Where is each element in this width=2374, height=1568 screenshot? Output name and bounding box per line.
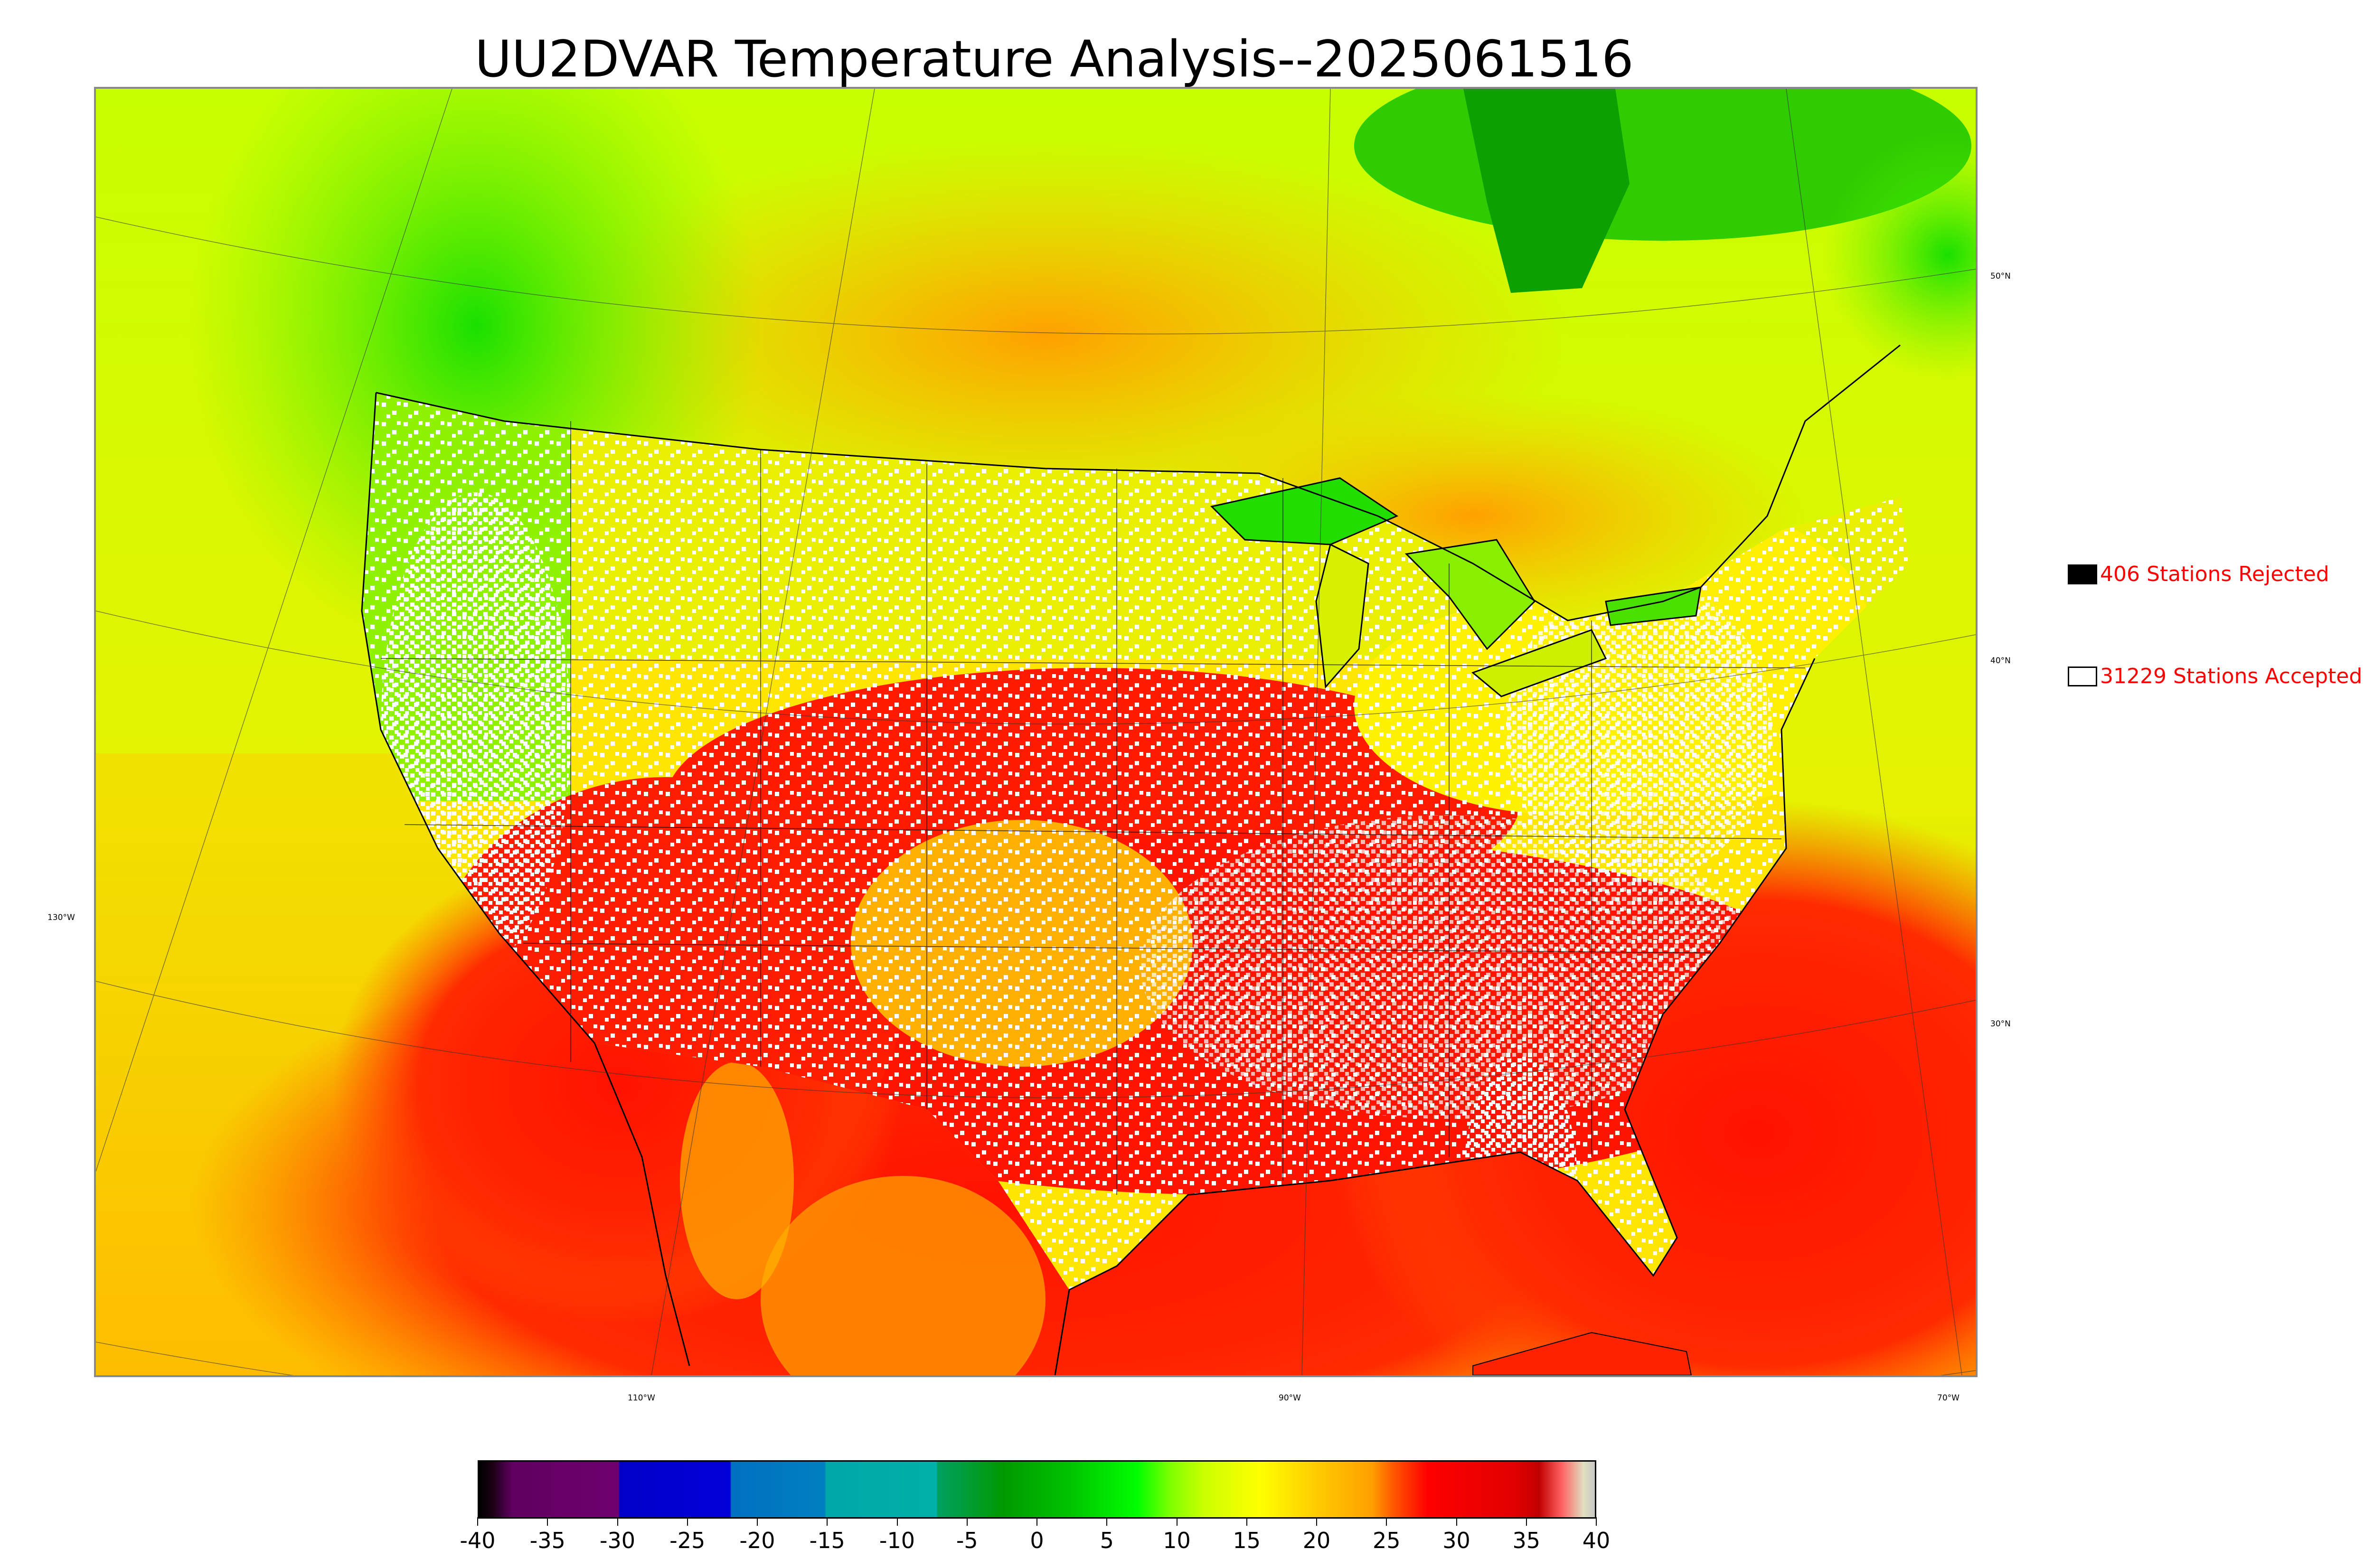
colorbar xyxy=(478,1460,1596,1519)
colorbar-tick xyxy=(477,1517,478,1526)
colorbar-tick xyxy=(1246,1517,1247,1526)
rejected-label: 406 Stations Rejected xyxy=(2100,562,2329,586)
colorbar-tick-label: 40 xyxy=(1582,1528,1611,1553)
lon-label-70w: 70°W xyxy=(1937,1393,1959,1403)
colorbar-tick-label: 0 xyxy=(1030,1528,1044,1553)
lat-label-50n: 50°N xyxy=(1990,272,2011,281)
legend-rejected: 406 Stations Rejected xyxy=(2068,562,2329,586)
lon-label-110w: 110°W xyxy=(628,1393,655,1403)
colorbar-tick-label: -25 xyxy=(669,1528,706,1553)
lon-label-90w: 90°W xyxy=(1279,1393,1301,1403)
lat-label-40n: 40°N xyxy=(1990,656,2011,666)
accepted-swatch xyxy=(2068,666,2097,686)
colorbar-tick-label: -5 xyxy=(956,1528,978,1553)
lon-label-130w: 130°W xyxy=(47,913,75,922)
colorbar-tick xyxy=(1176,1517,1178,1526)
colorbar-tick-label: -40 xyxy=(460,1528,496,1553)
colorbar-tick-label: -15 xyxy=(809,1528,845,1553)
colorbar-tick xyxy=(1386,1517,1387,1526)
colorbar-tick-label: 35 xyxy=(1512,1528,1541,1553)
rejected-swatch xyxy=(2068,564,2097,584)
colorbar-tick xyxy=(1316,1517,1317,1526)
colorbar-tick-label: 30 xyxy=(1442,1528,1470,1553)
colorbar-tick-label: -10 xyxy=(879,1528,915,1553)
colorbar-tick xyxy=(1106,1517,1108,1526)
colorbar-tick xyxy=(547,1517,548,1526)
colorbar-tick xyxy=(1526,1517,1527,1526)
colorbar-tick-label: 20 xyxy=(1302,1528,1331,1553)
map-title: UU2DVAR Temperature Analysis--2025061516 xyxy=(475,30,1634,88)
legend-accepted: 31229 Stations Accepted xyxy=(2068,664,2362,688)
colorbar-tick-label: 10 xyxy=(1163,1528,1191,1553)
colorbar-tick-label: -35 xyxy=(529,1528,565,1553)
colorbar-tick xyxy=(966,1517,968,1526)
colorbar-tick xyxy=(617,1517,618,1526)
colorbar-tick xyxy=(1596,1517,1597,1526)
colorbar-tick xyxy=(827,1517,828,1526)
colorbar-tick-label: 5 xyxy=(1100,1528,1114,1553)
colorbar-tick xyxy=(687,1517,688,1526)
colorbar-tick xyxy=(1036,1517,1037,1526)
colorbar-tick-label: -20 xyxy=(739,1528,775,1553)
colorbar-tick xyxy=(896,1517,898,1526)
map-frame: 50°N 40°N 30°N xyxy=(94,87,2011,1377)
colorbar-tick-label: 25 xyxy=(1372,1528,1401,1553)
lat-label-30n: 30°N xyxy=(1990,1019,2011,1029)
colorbar-tick-label: -30 xyxy=(599,1528,636,1553)
temperature-map xyxy=(96,89,1976,1375)
accepted-label: 31229 Stations Accepted xyxy=(2100,664,2363,688)
colorbar-tick xyxy=(757,1517,758,1526)
colorbar-tick xyxy=(1456,1517,1457,1526)
colorbar-tick-label: 15 xyxy=(1233,1528,1261,1553)
